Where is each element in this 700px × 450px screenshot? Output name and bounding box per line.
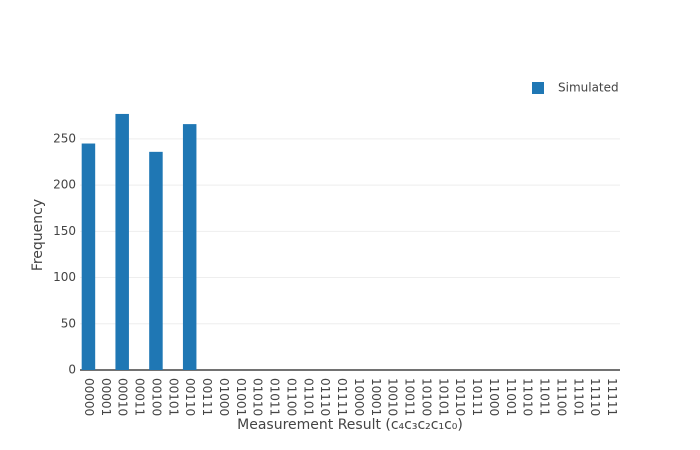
bar [115, 113, 129, 370]
x-tick-label: 00000 [82, 378, 96, 416]
x-tick-label: 00111 [200, 378, 214, 416]
x-tick-label: 00010 [116, 378, 130, 416]
x-tick-label: 11101 [571, 378, 585, 416]
y-tick-label: 100 [53, 270, 76, 284]
x-tick-label: 01111 [335, 378, 349, 416]
x-tick-label: 10000 [352, 378, 366, 416]
y-axis-title: Frequency [30, 199, 46, 271]
x-tick-label: 01100 [284, 378, 298, 416]
bar [149, 151, 163, 370]
bar [182, 124, 197, 371]
x-tick-label: 01001 [234, 378, 248, 416]
x-tick-label: 00101 [166, 378, 180, 416]
y-tick-label: 0 [68, 363, 76, 377]
x-axis-title: Measurement Result (c₄c₃c₂c₁c₀) [237, 417, 463, 433]
x-tick-label: 10010 [386, 378, 400, 416]
y-tick-label: 250 [53, 131, 76, 145]
x-tick-label: 01010 [251, 378, 265, 416]
bar [81, 143, 96, 370]
x-tick-label: 10001 [369, 378, 383, 416]
x-tick-label: 10111 [470, 378, 484, 416]
x-tick-label: 01110 [318, 378, 332, 416]
x-tick-label: 11001 [504, 378, 518, 416]
x-tick-label: 01000 [217, 378, 231, 416]
x-tick-label: 00001 [99, 378, 113, 416]
legend-label: Simulated [558, 81, 619, 95]
y-tick-label: 150 [53, 224, 76, 238]
x-tick-label: 11010 [521, 378, 535, 416]
legend-swatch [532, 82, 544, 94]
x-tick-label: 11110 [588, 378, 602, 416]
x-tick-label: 10011 [403, 378, 417, 416]
x-tick-label: 00011 [133, 378, 147, 416]
y-tick-label: 200 [53, 178, 76, 192]
x-tick-label: 11111 [605, 378, 619, 416]
x-tick-label: 11000 [487, 378, 501, 416]
x-tick-label: 11100 [554, 378, 568, 416]
x-tick-label: 00100 [149, 378, 163, 416]
x-tick-label: 01101 [301, 378, 315, 416]
x-tick-label: 00110 [183, 378, 197, 416]
x-tick-label: 01011 [268, 378, 282, 416]
x-tick-label: 11011 [538, 378, 552, 416]
y-tick-label: 50 [61, 316, 76, 330]
x-tick-label: 10110 [453, 378, 467, 416]
x-tick-label: 10101 [436, 378, 450, 416]
x-tick-label: 10100 [419, 378, 433, 416]
